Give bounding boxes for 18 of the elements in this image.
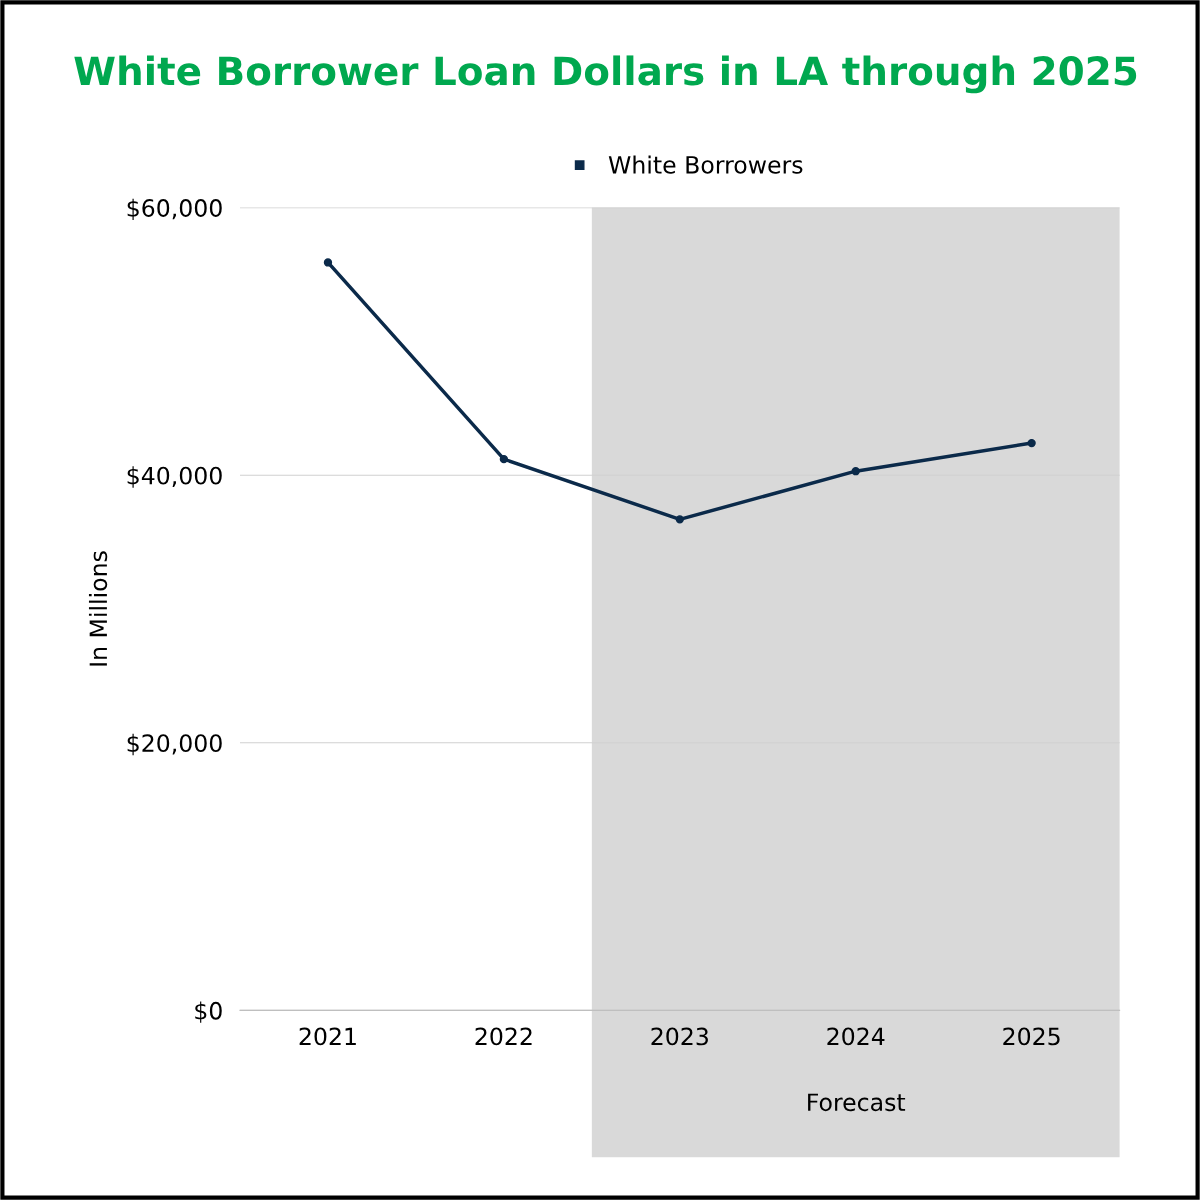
point [499, 454, 509, 464]
x-tick-label: 2025 [1003, 1027, 1060, 1046]
point [1027, 438, 1036, 448]
y-tick-label: $20,000 [127, 733, 222, 756]
chart-title: White Borrower Loan Dollars in LA through 2025 [74, 55, 1137, 94]
point [851, 467, 860, 476]
x-tick-label: 2023 [651, 1027, 708, 1046]
y-tick-label: $60,000 [127, 198, 222, 221]
y-axis-title: In Millions [88, 551, 108, 666]
x-tick-label: 2024 [827, 1027, 885, 1046]
legend-label: White Borrowers [608, 155, 803, 174]
x-tick-label: 2022 [475, 1027, 532, 1046]
x-tick-label: 2021 [299, 1027, 356, 1046]
point [675, 515, 684, 524]
y-tick-label: $40,000 [127, 466, 222, 488]
y-tick-label: $0 [195, 1001, 222, 1023]
point [323, 258, 333, 267]
band-label: Forecast [808, 1093, 906, 1112]
